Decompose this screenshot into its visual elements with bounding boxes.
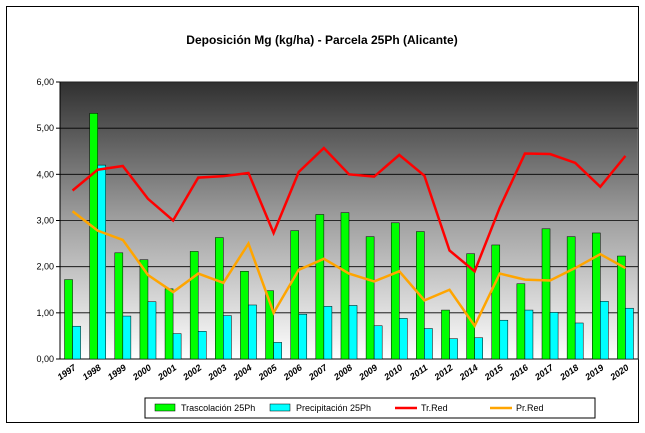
bar: [390, 222, 400, 360]
bar: [491, 244, 501, 360]
bar: [97, 164, 106, 360]
bar: [600, 301, 609, 360]
bar: [164, 288, 174, 360]
bar: [466, 253, 475, 360]
legend-label: Tr.Red: [421, 403, 448, 413]
bar: [298, 313, 308, 360]
line: [71, 146, 627, 274]
bar: [592, 232, 601, 360]
y-tick-label: 1,00: [36, 308, 54, 318]
bar: [617, 255, 626, 360]
bar: [399, 318, 408, 360]
bar: [215, 237, 224, 360]
legend-label: Trascolación 25Ph: [181, 403, 255, 413]
bar: [524, 309, 534, 360]
bar: [265, 290, 274, 360]
legend-box: [144, 397, 596, 419]
chart-title: Deposición Mg (kg/ha) - Parcela 25Ph (Al…: [186, 33, 457, 47]
legend-label: Pr.Red: [516, 403, 544, 413]
bar: [147, 301, 157, 360]
bar: [89, 113, 98, 360]
bar: [323, 306, 333, 360]
bar: [273, 342, 282, 360]
bar: [574, 322, 584, 360]
y-tick-label: 2,00: [36, 262, 54, 272]
bar: [172, 333, 182, 360]
bar: [64, 279, 73, 360]
bar: [72, 325, 81, 360]
bar: [499, 319, 509, 360]
bar: [114, 252, 124, 360]
bar: [441, 309, 450, 360]
bar: [541, 228, 551, 360]
bar: [290, 230, 299, 360]
y-tick-label: 4,00: [36, 169, 54, 179]
bar: [240, 271, 249, 360]
bar: [348, 305, 358, 360]
bar: [365, 236, 375, 360]
bar: [197, 331, 207, 360]
bar: [474, 337, 483, 360]
bar: [189, 251, 199, 360]
bar: [566, 236, 576, 360]
bar: [625, 307, 634, 360]
bar: [248, 304, 257, 360]
legend-swatch: [154, 403, 176, 412]
y-tick-label: 5,00: [36, 123, 54, 133]
y-tick-label: 6,00: [36, 77, 54, 87]
bar: [223, 315, 232, 360]
bar: [449, 338, 458, 360]
bar: [516, 283, 526, 360]
bar: [424, 328, 433, 360]
bar: [340, 212, 350, 360]
bar: [315, 214, 325, 360]
legend-label: Precipitación 25Ph: [296, 403, 371, 413]
y-tick-label: 3,00: [36, 216, 54, 226]
y-tick-label: 0,00: [36, 354, 54, 364]
line: [71, 210, 627, 329]
bar: [122, 315, 132, 360]
legend-swatch: [269, 403, 291, 412]
bar: [373, 325, 383, 360]
bar: [549, 312, 559, 360]
